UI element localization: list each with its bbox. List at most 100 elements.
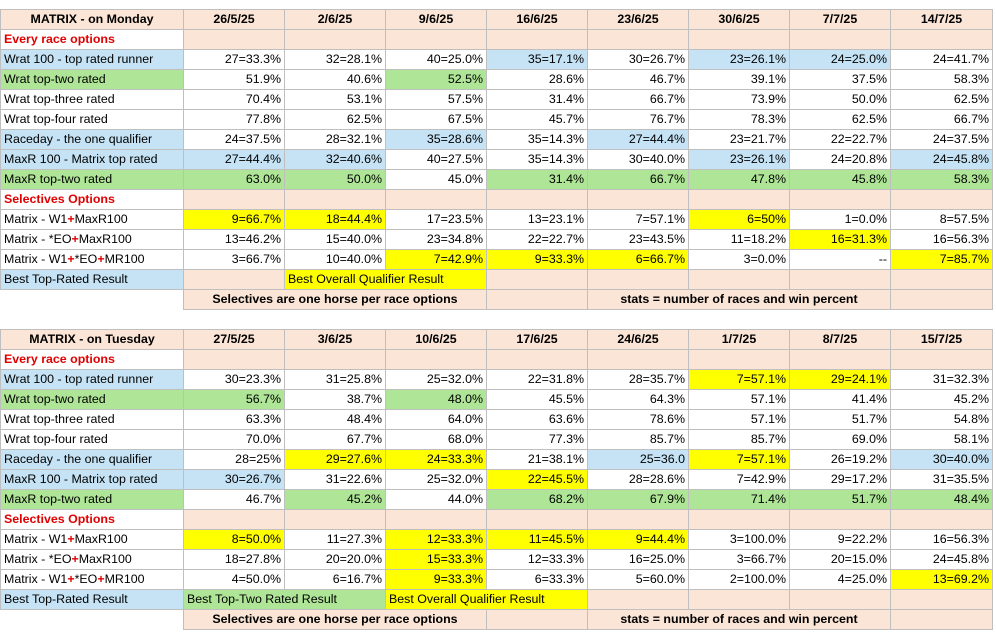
table-cell: 16=31.3% [789, 229, 891, 250]
date-header: 3/6/25 [284, 329, 386, 350]
table-cell: 62.5% [789, 109, 891, 130]
table-cell: 32=40.6% [284, 149, 386, 170]
table-cell: 50.0% [789, 89, 891, 110]
table-cell: 39.1% [688, 69, 790, 90]
legend-best-overall-qualifier: Best Overall Qualifier Result [284, 269, 487, 290]
table-cell: 40=25.0% [385, 49, 487, 70]
empty-cell [486, 269, 588, 290]
empty-cell [789, 29, 891, 50]
empty-cell [789, 269, 891, 290]
table-cell: 16=56.3% [890, 229, 993, 250]
table-cell: 15=40.0% [284, 229, 386, 250]
table-cell: 24=37.5% [890, 129, 993, 150]
table-cell: 20=15.0% [789, 549, 891, 570]
table-row: MaxR top-two rated 63.0% 50.0% 45.0% 31.4% 66… [0, 169, 993, 190]
table-cell: 69.0% [789, 429, 891, 450]
table-cell: 71.4% [688, 489, 790, 510]
table-cell: 45.0% [385, 169, 487, 190]
table-cell: 31.4% [486, 169, 588, 190]
empty-cell [890, 589, 993, 610]
note-selectives: Selectives are one horse per race option… [183, 609, 487, 630]
empty-cell [284, 29, 386, 50]
header-row: MATRIX - on Tuesday 27/5/25 3/6/25 10/6/… [0, 329, 993, 350]
row-label: Wrat top-three rated [0, 89, 184, 110]
table-cell: 28=35.7% [587, 369, 689, 390]
section-heading: Selectives Options [0, 509, 184, 530]
notes-row: Selectives are one horse per race option… [1, 289, 993, 310]
table-cell: 37.5% [789, 69, 891, 90]
row-label: Matrix - *EO+MaxR100 [0, 549, 184, 570]
empty-cell [688, 509, 790, 530]
table-cell: 28=32.1% [284, 129, 386, 150]
date-header: 26/5/25 [183, 9, 285, 30]
table-cell: 30=40.0% [890, 449, 993, 470]
date-header: 24/6/25 [587, 329, 689, 350]
tuesday-table: MATRIX - on Tuesday 27/5/25 3/6/25 10/6/… [0, 329, 993, 630]
table-cell: 9=33.3% [486, 249, 588, 270]
table-row: Matrix - W1+*EO+MR100 3=66.7% 10=40.0% 7=42… [0, 249, 993, 270]
table-cell: 24=33.3% [385, 449, 487, 470]
row-label: Wrat top-three rated [0, 409, 184, 430]
table-cell: 29=27.6% [284, 449, 386, 470]
empty-cell [486, 29, 588, 50]
table-cell: 22=22.7% [789, 129, 891, 150]
empty-cell [284, 509, 386, 530]
table-cell: 22=31.8% [486, 369, 588, 390]
table-row: Matrix - W1+MaxR100 8=50.0% 11=27.3% 12=33.… [0, 529, 993, 550]
table-cell: 66.7% [587, 89, 689, 110]
empty-cell [890, 609, 993, 630]
plus-sign: + [67, 572, 75, 586]
section-row: Every race options [0, 29, 993, 50]
row-label-part: Matrix - W1 [4, 572, 68, 586]
empty-cell [385, 509, 487, 530]
plus-sign: + [71, 232, 79, 246]
row-label: MaxR top-two rated [0, 169, 184, 190]
row-label: Wrat top-four rated [0, 429, 184, 450]
table-cell: 35=17.1% [486, 49, 588, 70]
table-cell: 27=44.4% [183, 149, 285, 170]
table-cell: 67.5% [385, 109, 487, 130]
empty-cell [789, 349, 891, 370]
legend-best-overall-qualifier: Best Overall Qualifier Result [385, 589, 588, 610]
empty-cell [183, 269, 285, 290]
table-cell: 17=23.5% [385, 209, 487, 230]
table-cell: 51.7% [789, 409, 891, 430]
table-cell: 6=33.3% [486, 569, 588, 590]
empty-cell [587, 349, 689, 370]
table-cell: 38.7% [284, 389, 386, 410]
table-cell: 77.8% [183, 109, 285, 130]
empty-cell [890, 189, 993, 210]
table-cell: 68.2% [486, 489, 588, 510]
date-header: 23/6/25 [587, 9, 689, 30]
date-header: 1/7/25 [688, 329, 790, 350]
table-cell: 31=22.6% [284, 469, 386, 490]
empty-cell [385, 29, 487, 50]
empty-cell [789, 509, 891, 530]
table-cell: 56.7% [183, 389, 285, 410]
table-cell: 58.3% [890, 69, 993, 90]
legend-row: Best Top-Rated Result Best Top-Two Rated… [0, 589, 993, 610]
table-cell: 63.6% [486, 409, 588, 430]
table-cell: 27=44.4% [587, 129, 689, 150]
table-cell: 48.4% [284, 409, 386, 430]
monday-table: MATRIX - on Monday 26/5/25 2/6/25 9/6/25… [0, 9, 993, 310]
empty-cell [385, 349, 487, 370]
table-cell: 24=37.5% [183, 129, 285, 150]
table-cell: 23=21.7% [688, 129, 790, 150]
row-label-part: MaxR100 [74, 212, 128, 226]
plus-sign: + [97, 572, 105, 586]
empty-cell [688, 29, 790, 50]
row-label: Matrix - W1+*EO+MR100 [0, 249, 184, 270]
table-cell: 12=33.3% [385, 529, 487, 550]
table-cell: 52.5% [385, 69, 487, 90]
table-cell: 7=57.1% [688, 369, 790, 390]
empty-cell [890, 509, 993, 530]
row-label-part: Matrix - W1 [4, 532, 68, 546]
table-cell: 10=40.0% [284, 249, 386, 270]
table-cell: 85.7% [688, 429, 790, 450]
table-row: Matrix - *EO+MaxR100 18=27.8% 20=20.0% 15=3… [0, 549, 993, 570]
row-label-part: Matrix - *EO [4, 552, 72, 566]
header-row: MATRIX - on Monday 26/5/25 2/6/25 9/6/25… [0, 9, 993, 30]
date-header: 16/6/25 [486, 9, 588, 30]
row-label-part: MaxR100 [74, 532, 128, 546]
